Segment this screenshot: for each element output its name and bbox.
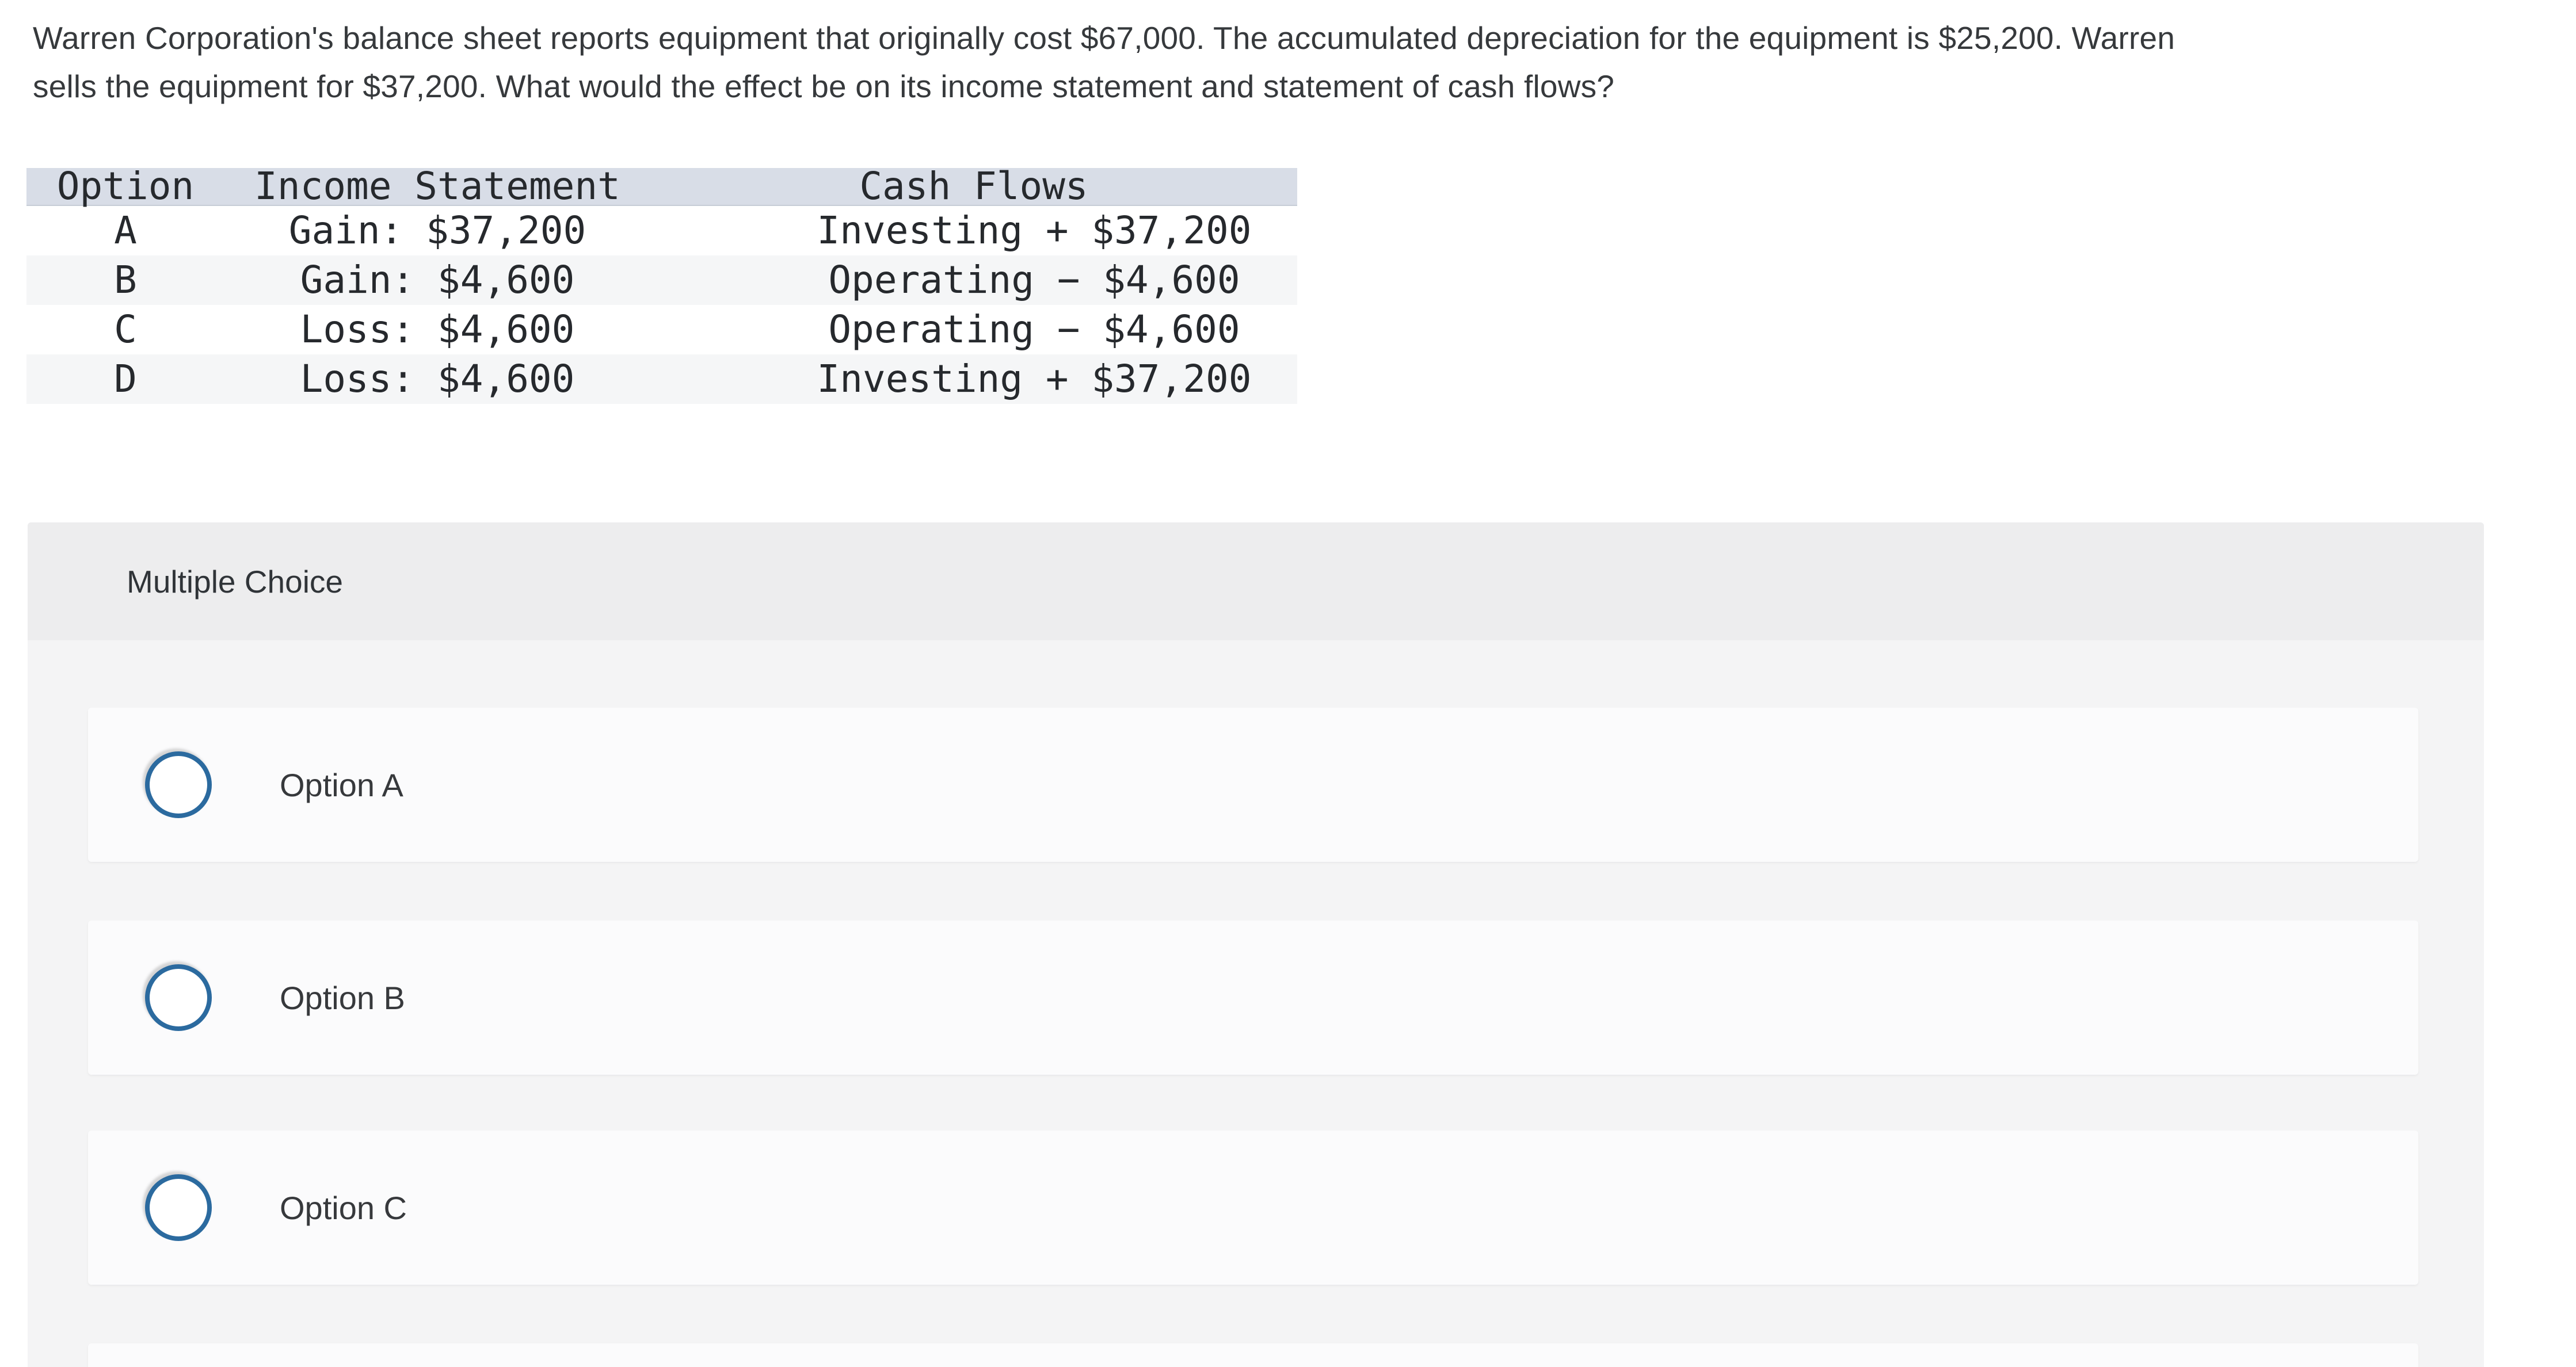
question-text: Warren Corporation's balance sheet repor… bbox=[33, 14, 2175, 110]
multiple-choice-section: Multiple Choice Option A Option B Option… bbox=[28, 522, 2484, 1367]
table-row: D Loss: $4,600 Investing + $37,200 bbox=[26, 354, 1297, 404]
option-card-c[interactable]: Option C bbox=[88, 1131, 2418, 1285]
option-letter-cell: A bbox=[114, 208, 137, 253]
option-letter-cell: D bbox=[114, 357, 137, 401]
question-text-line-1: Warren Corporation's balance sheet repor… bbox=[33, 20, 2175, 56]
multiple-choice-header-band: Multiple Choice bbox=[28, 522, 2484, 640]
table-row: A Gain: $37,200 Investing + $37,200 bbox=[26, 205, 1297, 255]
column-header-option: Option bbox=[26, 167, 224, 206]
table-header-row: Option Income Statement Cash Flows bbox=[26, 167, 1297, 206]
radio-button-option-a[interactable] bbox=[145, 751, 212, 818]
table-row: B Gain: $4,600 Operating − $4,600 bbox=[26, 255, 1297, 305]
option-letter-cell: C bbox=[114, 307, 137, 352]
option-a-label: Option A bbox=[280, 766, 403, 803]
cash-flows-cell: Investing + $37,200 bbox=[817, 208, 1252, 253]
radio-button-option-b[interactable] bbox=[145, 964, 212, 1031]
option-c-label: Option C bbox=[280, 1189, 407, 1226]
question-text-line-2: sells the equipment for $37,200. What wo… bbox=[33, 68, 1615, 104]
column-header-cash-flows: Cash Flows bbox=[650, 167, 1297, 206]
option-letter-cell: B bbox=[114, 258, 137, 302]
income-statement-cell: Gain: $4,600 bbox=[300, 258, 575, 302]
column-header-income-statement: Income Statement bbox=[224, 167, 650, 206]
income-statement-cell: Loss: $4,600 bbox=[300, 307, 575, 352]
answer-options-table: Option Income Statement Cash Flows A Gai… bbox=[26, 167, 1297, 404]
option-b-label: Option B bbox=[280, 979, 405, 1016]
multiple-choice-heading: Multiple Choice bbox=[127, 563, 344, 600]
option-card-partial[interactable] bbox=[88, 1343, 2418, 1367]
radio-button-option-c[interactable] bbox=[145, 1174, 212, 1241]
income-statement-cell: Loss: $4,600 bbox=[300, 357, 575, 401]
option-card-b[interactable]: Option B bbox=[88, 921, 2418, 1075]
cash-flows-cell: Investing + $37,200 bbox=[817, 357, 1252, 401]
option-card-a[interactable]: Option A bbox=[88, 708, 2418, 862]
cash-flows-cell: Operating − $4,600 bbox=[828, 258, 1240, 302]
cash-flows-cell: Operating − $4,600 bbox=[828, 307, 1240, 352]
income-statement-cell: Gain: $37,200 bbox=[288, 208, 586, 253]
table-row: C Loss: $4,600 Operating − $4,600 bbox=[26, 305, 1297, 354]
